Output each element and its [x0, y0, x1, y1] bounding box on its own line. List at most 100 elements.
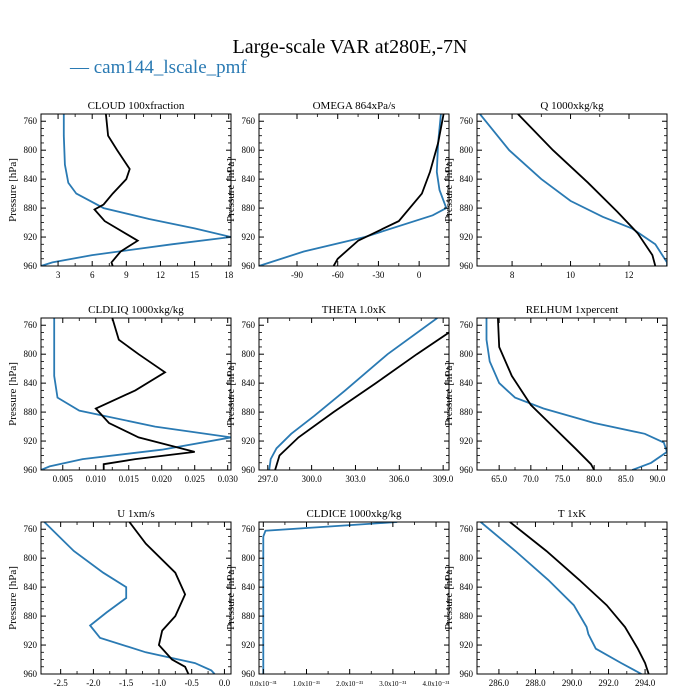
- plot-frame: [40, 521, 232, 675]
- y-tick-label: 920: [24, 640, 38, 650]
- x-tick-label: 303.0: [345, 474, 366, 484]
- y-tick-label: 920: [460, 640, 474, 650]
- plot-frame: [258, 317, 450, 471]
- x-tick-label: 12: [625, 270, 634, 280]
- panel-title: RELHUM 1xpercent: [526, 304, 619, 316]
- x-tick-label: 288.0: [525, 678, 546, 688]
- panel-title: T 1xK: [558, 508, 586, 520]
- y-tick-label: 760: [242, 524, 256, 534]
- x-tick-label: 0.005: [53, 474, 74, 484]
- y-tick-label: 960: [242, 465, 256, 475]
- y-axis-label: Pressure [hPa]: [443, 566, 455, 630]
- y-tick-label: 760: [460, 524, 474, 534]
- panel-3: CLDLIQ 1000xkg/kg 760 800 840 880 920 960 Press…: [7, 304, 238, 484]
- panel-title: CLDICE 1000xkg/kg: [306, 508, 402, 520]
- x-tick-label: 0.015: [119, 474, 140, 484]
- panel-title: THETA 1.0xK: [322, 304, 387, 316]
- x-tick-label: 1.0x10⁻³¹: [293, 680, 320, 688]
- y-tick-label: 880: [24, 407, 38, 417]
- figure-title: Large-scale VAR at280E,-7N: [232, 36, 468, 58]
- y-tick-label: 920: [242, 640, 256, 650]
- y-tick-label: 760: [24, 116, 38, 126]
- x-tick-label: 6: [90, 270, 95, 280]
- y-tick-label: 840: [242, 174, 256, 184]
- panel-1: OMEGA 864xPa/s 760 800 840 880 920 960 Pressure…: [225, 100, 450, 280]
- y-tick-label: 880: [24, 611, 38, 621]
- y-axis-label: Pressure [hPa]: [7, 566, 19, 630]
- y-tick-label: 880: [460, 407, 474, 417]
- y-tick-label: 920: [460, 232, 474, 242]
- panel-title: CLDLIQ 1000xkg/kg: [88, 304, 184, 316]
- x-tick-label: -1.0: [152, 678, 167, 688]
- x-tick-label: 85.0: [618, 474, 634, 484]
- y-tick-label: 840: [24, 582, 38, 592]
- x-tick-label: 4.0x10⁻³¹: [422, 680, 449, 688]
- y-tick-label: 960: [242, 669, 256, 679]
- y-tick-label: 960: [242, 261, 256, 271]
- series-line-black: [94, 318, 195, 470]
- series-line-blue: [262, 522, 398, 674]
- x-tick-label: 0.0: [219, 678, 231, 688]
- x-tick-label: -60: [332, 270, 344, 280]
- plot-frame: [40, 317, 232, 471]
- x-tick-label: 12: [156, 270, 165, 280]
- x-tick-label: 80.0: [586, 474, 602, 484]
- x-tick-label: 297.0: [258, 474, 279, 484]
- x-tick-label: 8: [510, 270, 515, 280]
- series-line-black: [274, 331, 449, 470]
- y-tick-label: 800: [460, 553, 474, 563]
- y-tick-label: 760: [460, 116, 474, 126]
- y-tick-label: 800: [24, 553, 38, 563]
- x-tick-label: -1.5: [119, 678, 134, 688]
- series-line-black: [128, 522, 190, 674]
- x-tick-label: 3.0x10⁻³¹: [379, 680, 406, 688]
- x-tick-label: 309.0: [433, 474, 454, 484]
- y-tick-label: 920: [242, 232, 256, 242]
- series-line-blue: [480, 522, 642, 674]
- series-line-black: [497, 318, 595, 470]
- series-line-blue: [41, 318, 231, 470]
- y-tick-label: 760: [24, 320, 38, 330]
- panel-2: Q 1000xkg/kg 760 800 840 880 920 960 Pressure […: [443, 100, 668, 280]
- panel-title: OMEGA 864xPa/s: [313, 100, 396, 112]
- y-tick-label: 880: [242, 407, 256, 417]
- y-axis-label: Pressure [hPa]: [7, 362, 19, 426]
- series-line-black: [517, 114, 657, 266]
- x-tick-label: -90: [291, 270, 303, 280]
- y-tick-label: 960: [24, 465, 38, 475]
- y-tick-label: 800: [460, 349, 474, 359]
- series-line-black: [509, 522, 650, 674]
- x-tick-label: 292.0: [598, 678, 619, 688]
- y-tick-label: 840: [24, 174, 38, 184]
- panel-8: T 1xK 760 800 840 880 920 960 Pressure [hPa] 286…: [443, 508, 668, 688]
- x-tick-label: 70.0: [523, 474, 539, 484]
- panel-title: CLOUD 100xfraction: [88, 100, 185, 112]
- series-line-blue: [268, 318, 438, 470]
- y-tick-label: 920: [24, 436, 38, 446]
- y-tick-label: 960: [460, 261, 474, 271]
- panel-title: U 1xm/s: [117, 508, 155, 520]
- y-tick-label: 840: [460, 582, 474, 592]
- x-tick-label: 300.0: [301, 474, 322, 484]
- series-line-black: [332, 114, 445, 266]
- plot-frame: [258, 113, 450, 267]
- panel-5: RELHUM 1xpercent 760 800 840 880 920 960 Pressu…: [443, 304, 668, 484]
- x-tick-label: 15: [190, 270, 200, 280]
- x-tick-label: -2.0: [86, 678, 101, 688]
- x-tick-label: 0.010: [86, 474, 107, 484]
- y-tick-label: 880: [460, 611, 474, 621]
- x-tick-label: 290.0: [562, 678, 583, 688]
- x-tick-label: 0.020: [152, 474, 173, 484]
- y-tick-label: 880: [460, 203, 474, 213]
- y-tick-label: 840: [460, 174, 474, 184]
- y-tick-label: 920: [24, 232, 38, 242]
- x-tick-label: 90.0: [650, 474, 666, 484]
- y-tick-label: 800: [24, 145, 38, 155]
- panel-0: CLOUD 100xfraction 760 800 840 880 920 960 Pres…: [7, 100, 234, 280]
- y-axis-label: Pressure [hPa]: [225, 566, 237, 630]
- plot-frame: [476, 113, 668, 267]
- y-tick-label: 960: [24, 261, 38, 271]
- x-tick-label: 9: [124, 270, 129, 280]
- plot-frame: [476, 317, 668, 471]
